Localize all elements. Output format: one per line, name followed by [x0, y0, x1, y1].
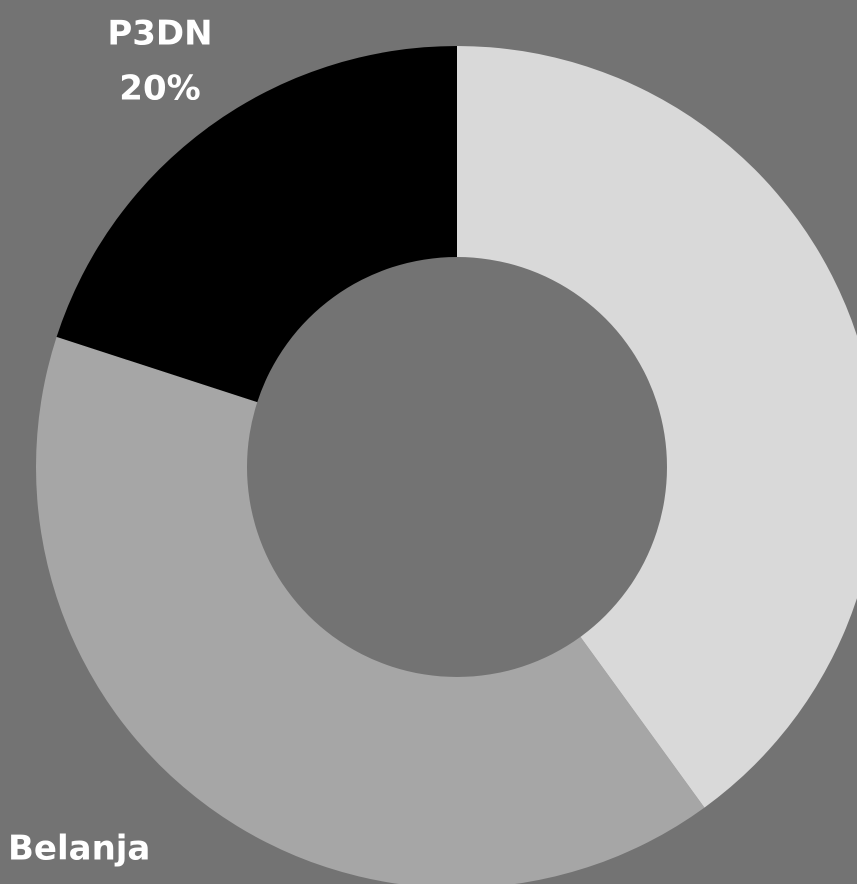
slice-value-label: 20% — [119, 69, 200, 109]
slice — [36, 336, 705, 884]
slices — [36, 46, 857, 884]
slice — [56, 46, 458, 403]
slice-label: P3DN — [107, 14, 212, 54]
slice — [457, 46, 857, 808]
slice-label: Belanja — [8, 829, 150, 869]
